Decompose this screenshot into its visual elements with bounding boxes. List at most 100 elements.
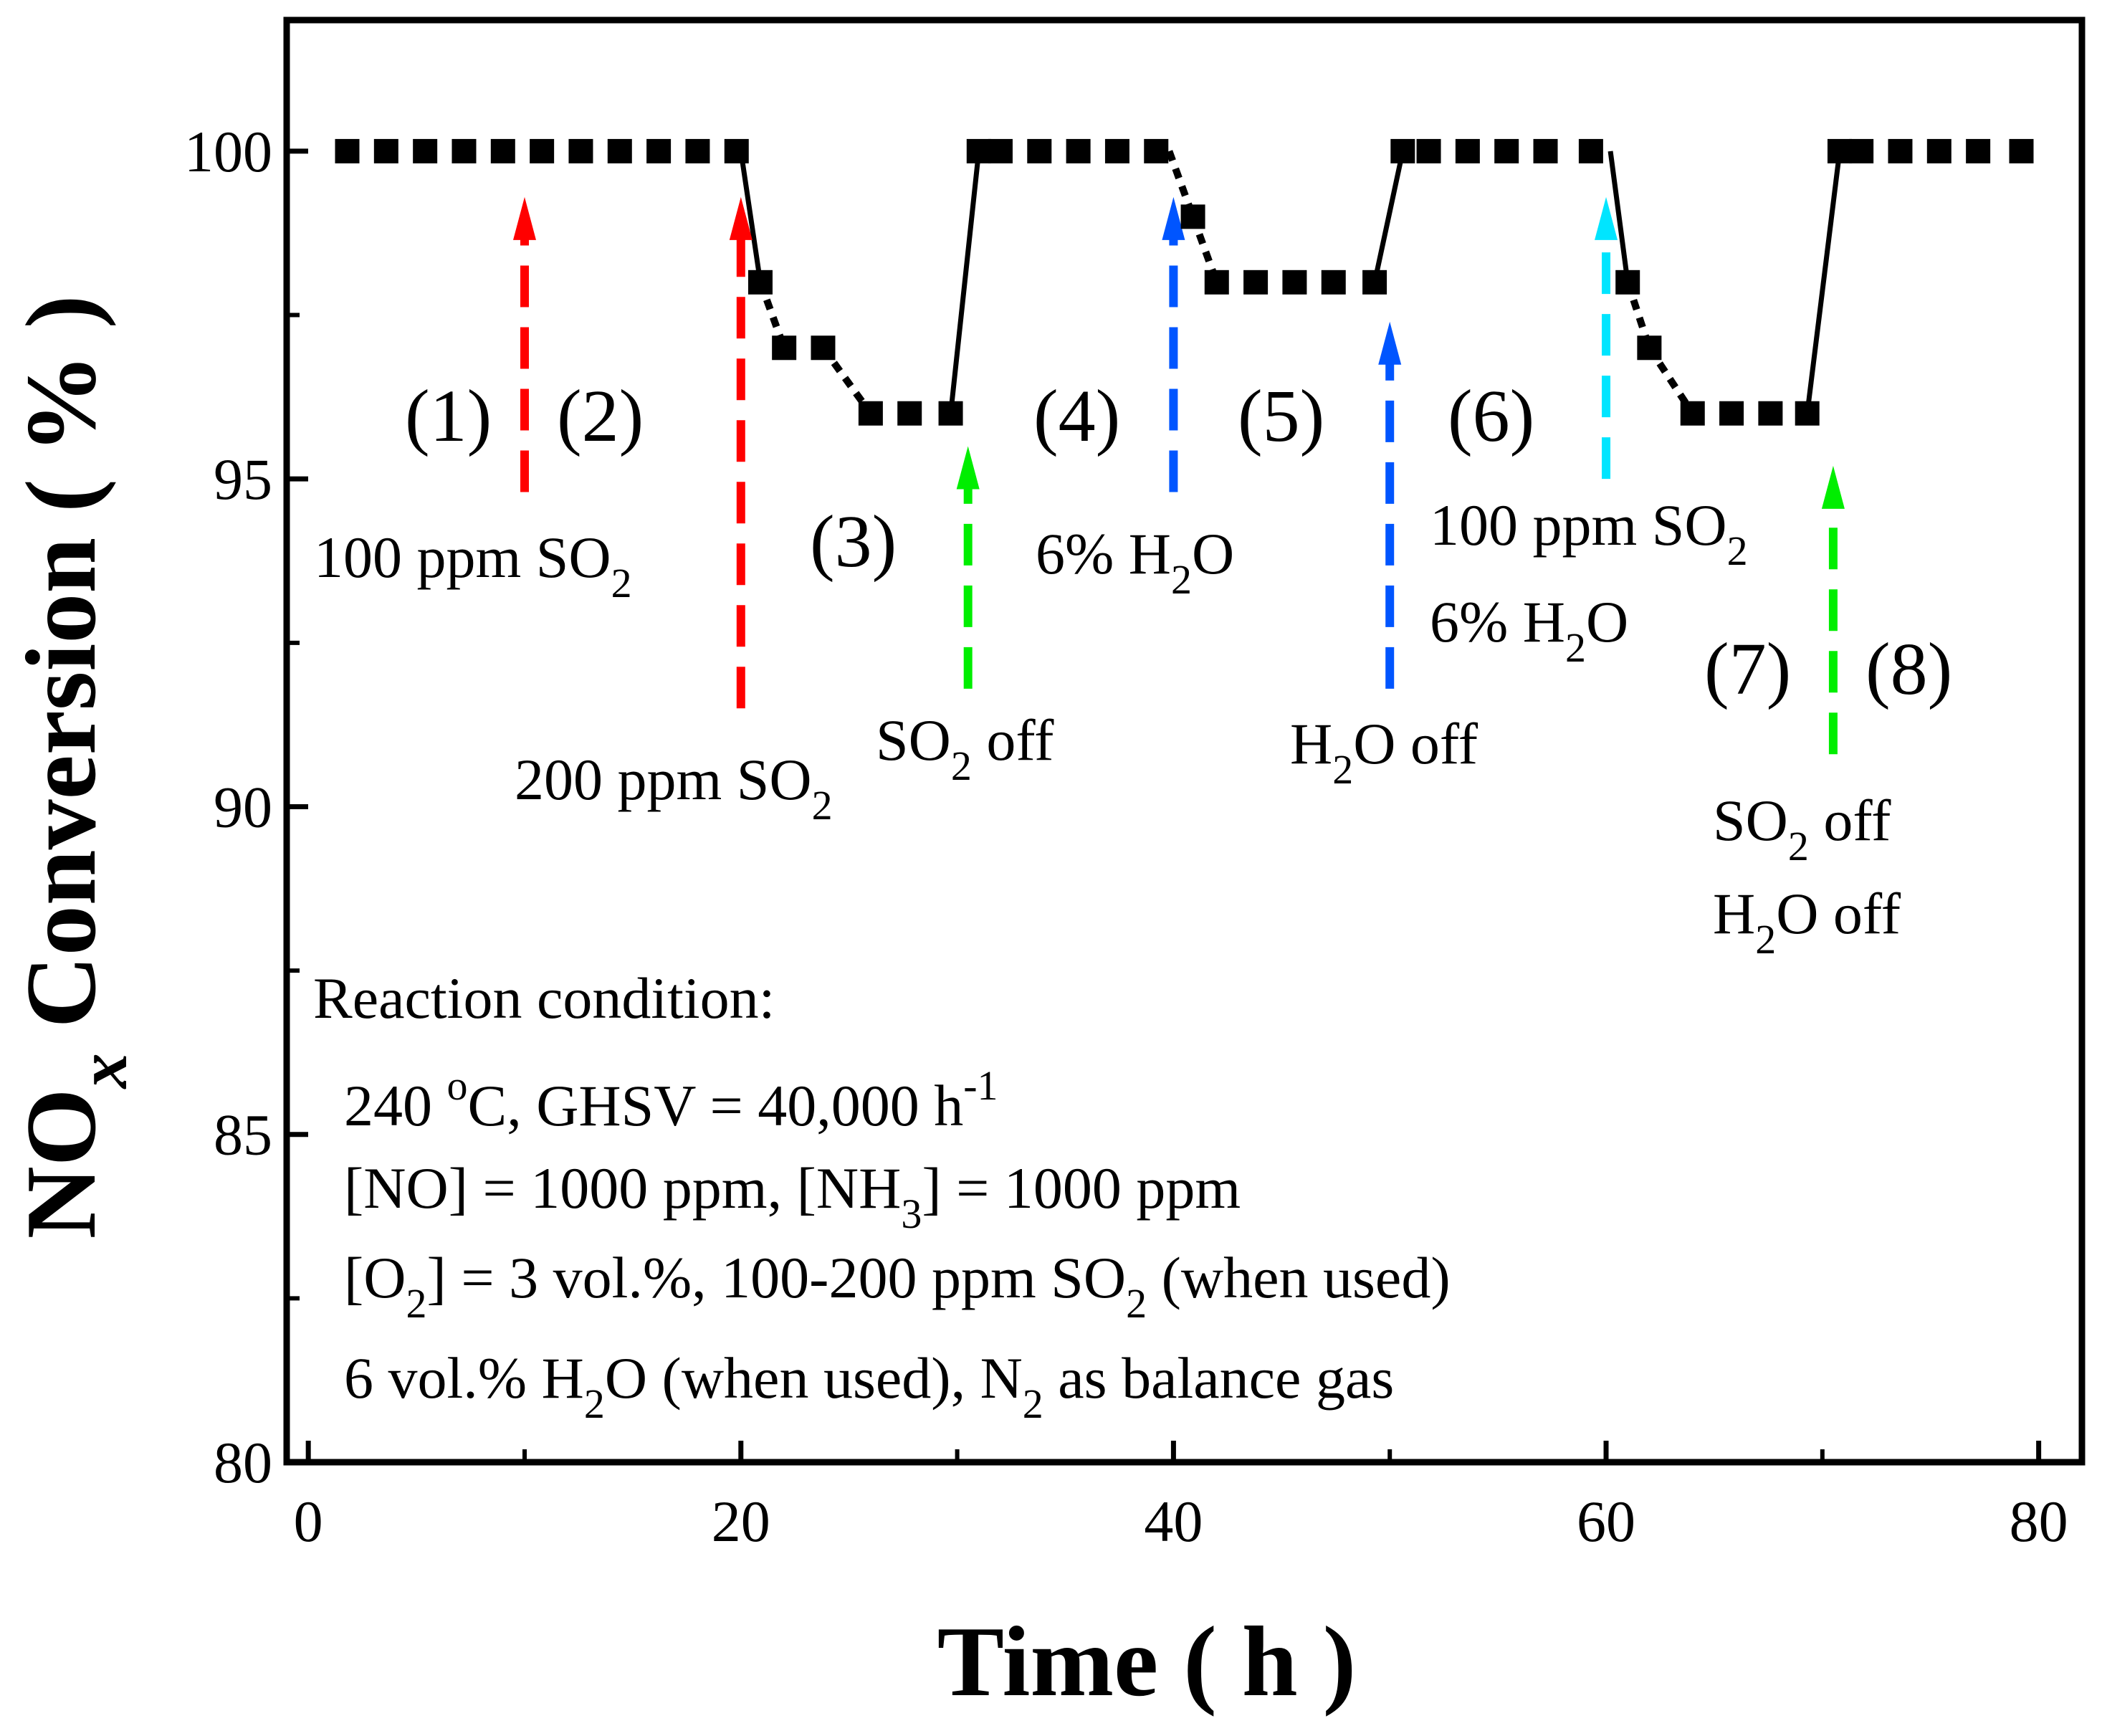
reaction-condition-block: Reaction condition: 240 oC, GHSV = 40,00… (313, 965, 1451, 1427)
data-point (1390, 138, 1415, 163)
data-point (1578, 138, 1603, 163)
data-point (897, 401, 922, 426)
segment-label-3: (3) (810, 500, 897, 583)
data-point (1362, 270, 1387, 295)
solid-connector (1607, 151, 1630, 283)
annotation-h2o-off-b: H2O off (1713, 881, 1901, 963)
x-tick-label: 60 (1577, 1489, 1635, 1554)
annotation-100ppm-so2-b: 100 ppm SO2 (1430, 492, 1748, 574)
data-points (335, 138, 2034, 426)
data-point (646, 138, 672, 163)
segment-label-2: (2) (557, 375, 644, 457)
x-tick-label: 80 (2010, 1489, 2068, 1554)
y-tick-label: 95 (214, 447, 272, 512)
data-point (772, 335, 797, 361)
segment-label-7: (7) (1704, 628, 1791, 710)
data-point (988, 138, 1013, 163)
reaction-condition-line-2: [NO] = 1000 ppm, [NH3] = 1000 ppm (344, 1155, 1241, 1237)
event-arrow-head (729, 196, 753, 240)
event-arrow-head (512, 196, 536, 240)
data-point (1027, 138, 1052, 163)
segment-label-5: (5) (1238, 375, 1324, 457)
data-point (1849, 138, 1874, 163)
axes: 80 85 90 95 100 0 20 40 60 80 (184, 119, 2068, 1554)
data-point (607, 138, 632, 163)
data-point (1066, 138, 1091, 163)
annotation-200ppm-so2: 200 ppm SO2 (515, 747, 833, 829)
data-point (452, 138, 477, 163)
y-tick-label: 90 (214, 774, 272, 839)
data-point (530, 138, 555, 163)
event-arrows (512, 196, 1845, 755)
data-point (811, 335, 836, 361)
segment-label-1: (1) (405, 375, 492, 457)
segment-label-4: (4) (1033, 375, 1120, 457)
segment-label-8: (8) (1865, 628, 1952, 710)
data-point (1680, 401, 1705, 426)
annotation-so2-off-b: SO2 off (1713, 788, 1891, 869)
data-point (966, 138, 991, 163)
data-point (1243, 270, 1269, 295)
data-point (1926, 138, 1951, 163)
annotation-100ppm-so2: 100 ppm SO2 (314, 525, 632, 606)
data-point (568, 138, 593, 163)
reaction-condition-line-4: 6 vol.% H2O (when used), N2 as balance g… (344, 1345, 1394, 1427)
data-point (1180, 204, 1205, 229)
y-tick-label: 85 (214, 1102, 272, 1168)
solid-connector (948, 151, 982, 414)
data-point (1966, 138, 1991, 163)
solid-connector (1805, 151, 1843, 414)
annotation-6pct-h2o-b: 6% H2O (1430, 589, 1628, 671)
x-axis-title: Time ( h ) (937, 1606, 1357, 1717)
reaction-condition-line-3: [O2] = 3 vol.%, 100-200 ppm SO2 (when us… (344, 1245, 1451, 1327)
data-point (1282, 270, 1307, 295)
segment-label-6: (6) (1448, 375, 1534, 457)
annotation-h2o-off: H2O off (1290, 711, 1478, 793)
annotation-so2-off: SO2 off (876, 707, 1054, 789)
y-tick-label: 100 (184, 119, 272, 184)
data-point (335, 138, 360, 163)
data-point (1719, 401, 1744, 426)
y-axis-title: NOx Conversion ( % ) (6, 295, 142, 1239)
event-arrow-head (1162, 196, 1185, 240)
data-point (1455, 138, 1480, 163)
reaction-condition-line-1: 240 oC, GHSV = 40,000 h-1 (344, 1062, 998, 1138)
data-point (1758, 401, 1783, 426)
reaction-condition-title: Reaction condition: (313, 965, 775, 1031)
data-point (373, 138, 398, 163)
data-point (1494, 138, 1519, 163)
x-tick-label: 20 (712, 1489, 770, 1554)
annotation-6pct-h2o: 6% H2O (1036, 521, 1234, 603)
solid-connector (1372, 151, 1405, 283)
event-arrow-head (1378, 321, 1402, 365)
data-point (1533, 138, 1558, 163)
event-arrow-head (1595, 196, 1618, 240)
event-arrow-head (956, 446, 980, 490)
data-point (1416, 138, 1441, 163)
data-point (1321, 270, 1346, 295)
data-point (1637, 335, 1662, 361)
data-point (858, 401, 883, 426)
event-arrow-head (1821, 465, 1845, 509)
data-point (2009, 138, 2034, 163)
data-point (938, 401, 963, 426)
data-point (685, 138, 710, 163)
solid-connector (738, 151, 763, 283)
data-point (747, 270, 773, 295)
data-point (724, 138, 749, 163)
data-point (1204, 270, 1229, 295)
dotted-connector (820, 345, 874, 416)
data-point (1615, 270, 1640, 295)
y-tick-label: 80 (214, 1430, 272, 1495)
data-point (1827, 138, 1852, 163)
x-tick-label: 40 (1144, 1489, 1203, 1554)
x-tick-label: 0 (294, 1489, 323, 1554)
data-point (1795, 401, 1820, 426)
data-point (413, 138, 438, 163)
data-point (1144, 138, 1169, 163)
data-point (1104, 138, 1129, 163)
data-point (1888, 138, 1913, 163)
data-point (490, 138, 515, 163)
plot-frame (283, 16, 2086, 1466)
